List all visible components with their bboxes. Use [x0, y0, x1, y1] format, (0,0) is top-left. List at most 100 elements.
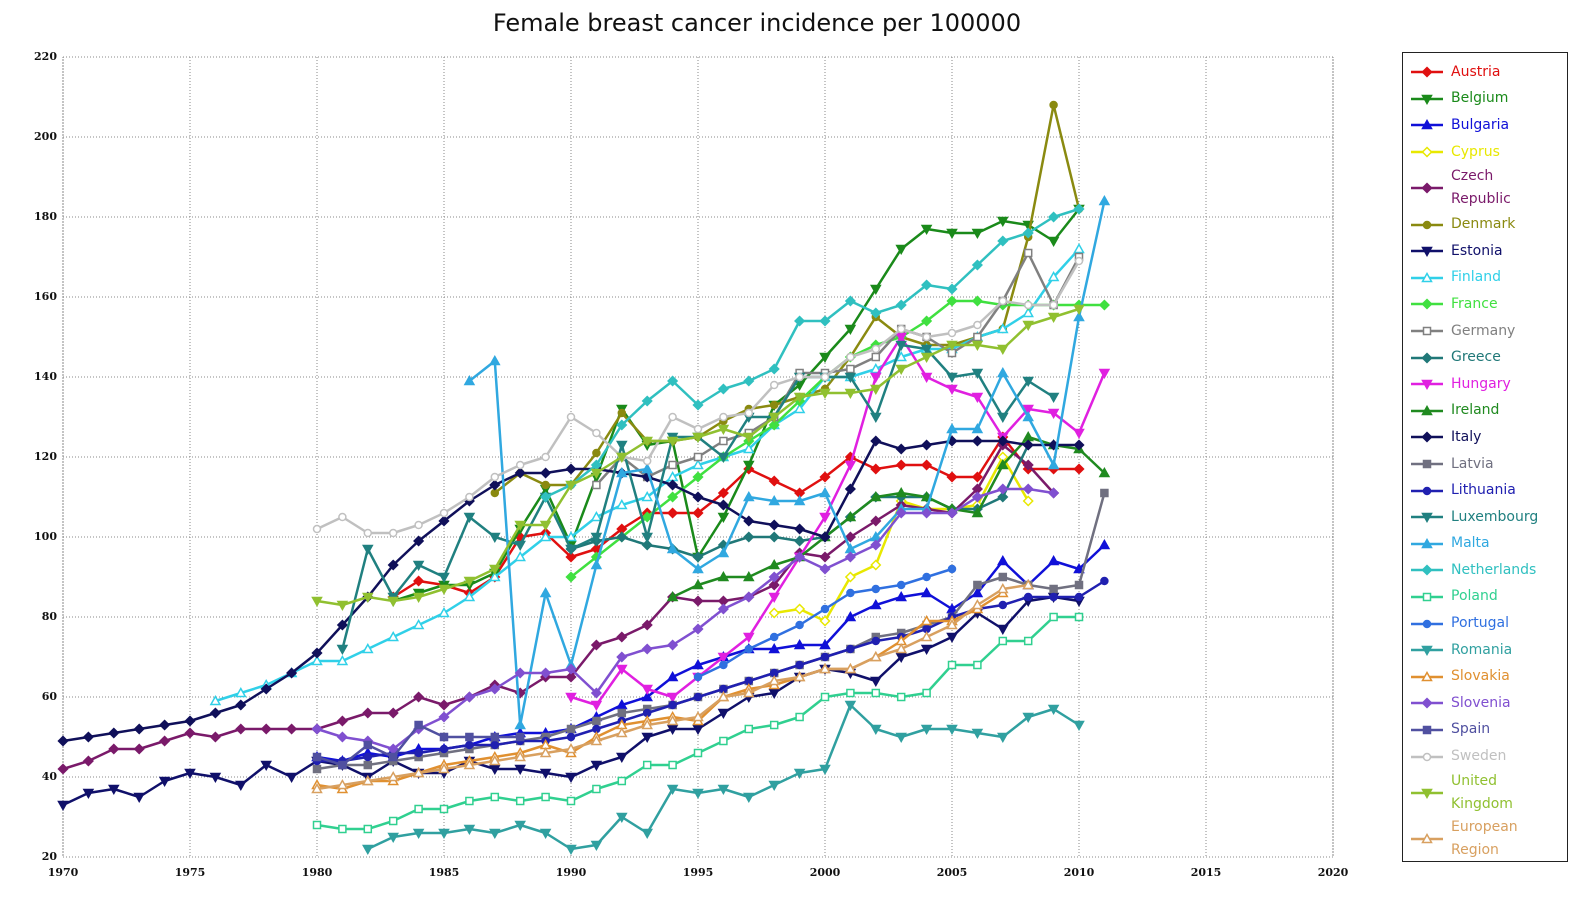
marker	[870, 463, 882, 475]
marker	[920, 372, 933, 384]
legend-swatch	[1411, 697, 1443, 709]
marker	[769, 380, 779, 390]
marker	[666, 670, 679, 682]
marker	[641, 643, 653, 655]
marker	[692, 507, 704, 519]
marker	[668, 412, 677, 422]
marker	[590, 468, 603, 480]
marker	[846, 364, 855, 374]
marker	[743, 531, 755, 543]
legend-label: Luxembourg	[1451, 508, 1539, 525]
series-line	[468, 200, 1106, 727]
marker	[693, 424, 703, 434]
marker	[997, 344, 1009, 356]
legend-label: Lithuania	[1451, 482, 1516, 499]
legend-swatch	[1411, 379, 1443, 391]
marker	[413, 691, 425, 703]
marker	[489, 754, 501, 766]
marker	[743, 632, 755, 644]
marker	[108, 784, 120, 796]
marker	[1421, 247, 1433, 258]
marker	[768, 494, 780, 506]
marker	[439, 804, 449, 814]
legend-swatch	[1411, 94, 1443, 105]
marker	[388, 816, 398, 826]
marker	[717, 383, 729, 395]
marker	[997, 624, 1009, 636]
marker	[820, 692, 830, 702]
marker	[997, 483, 1009, 495]
y-tick-label: 220	[34, 50, 57, 63]
marker	[312, 524, 322, 534]
marker	[1074, 256, 1084, 266]
marker	[565, 663, 577, 675]
marker	[946, 422, 958, 434]
marker	[769, 720, 779, 730]
marker	[1421, 431, 1433, 443]
marker	[717, 784, 730, 796]
marker	[515, 732, 525, 742]
marker	[1073, 562, 1085, 574]
legend-swatch	[1411, 459, 1443, 469]
legend-swatch	[1411, 352, 1443, 364]
legend-label: Hungary	[1451, 375, 1511, 392]
marker	[312, 764, 322, 774]
marker	[566, 796, 576, 806]
marker	[895, 590, 907, 602]
marker	[82, 731, 94, 743]
marker	[1100, 488, 1109, 498]
marker	[973, 580, 982, 590]
marker	[438, 828, 450, 840]
marker	[870, 539, 882, 551]
marker	[667, 507, 679, 519]
marker	[592, 428, 601, 438]
y-tick-label: 100	[34, 530, 57, 543]
marker	[819, 764, 831, 776]
marker	[1022, 578, 1034, 590]
legend-item: Bulgaria	[1407, 112, 1563, 139]
legend-swatch	[1411, 247, 1443, 258]
marker	[1421, 564, 1433, 576]
marker	[489, 764, 501, 776]
legend-label: Denmark	[1451, 216, 1516, 233]
marker	[946, 507, 958, 519]
marker	[465, 492, 474, 502]
marker	[1422, 752, 1432, 761]
marker	[336, 600, 349, 612]
marker	[565, 671, 577, 683]
marker	[795, 660, 804, 670]
legend-swatch	[1411, 564, 1443, 576]
legend-label: Cyprus	[1451, 143, 1500, 160]
legend-item: Hungary	[1407, 371, 1563, 398]
marker	[794, 523, 806, 535]
marker	[946, 471, 958, 483]
marker	[719, 436, 728, 446]
marker	[515, 460, 525, 470]
marker	[463, 512, 476, 524]
marker	[844, 610, 857, 622]
marker	[438, 584, 450, 596]
marker	[1022, 712, 1034, 724]
marker	[413, 575, 425, 587]
marker	[1422, 486, 1432, 495]
marker	[590, 532, 603, 544]
legend-label: Sweden	[1451, 748, 1507, 765]
marker	[768, 780, 780, 792]
marker	[998, 636, 1008, 646]
marker	[870, 412, 882, 424]
marker	[642, 456, 652, 466]
legend-swatch	[1411, 537, 1443, 549]
marker	[336, 654, 349, 666]
marker	[921, 279, 933, 291]
marker	[209, 731, 221, 743]
marker	[920, 614, 933, 626]
marker	[1422, 592, 1432, 602]
marker	[1421, 94, 1433, 105]
marker	[920, 344, 933, 356]
marker	[743, 460, 755, 472]
marker	[1421, 119, 1433, 130]
marker	[1022, 404, 1034, 416]
marker	[668, 700, 677, 710]
marker	[997, 235, 1009, 247]
marker	[1421, 788, 1433, 799]
